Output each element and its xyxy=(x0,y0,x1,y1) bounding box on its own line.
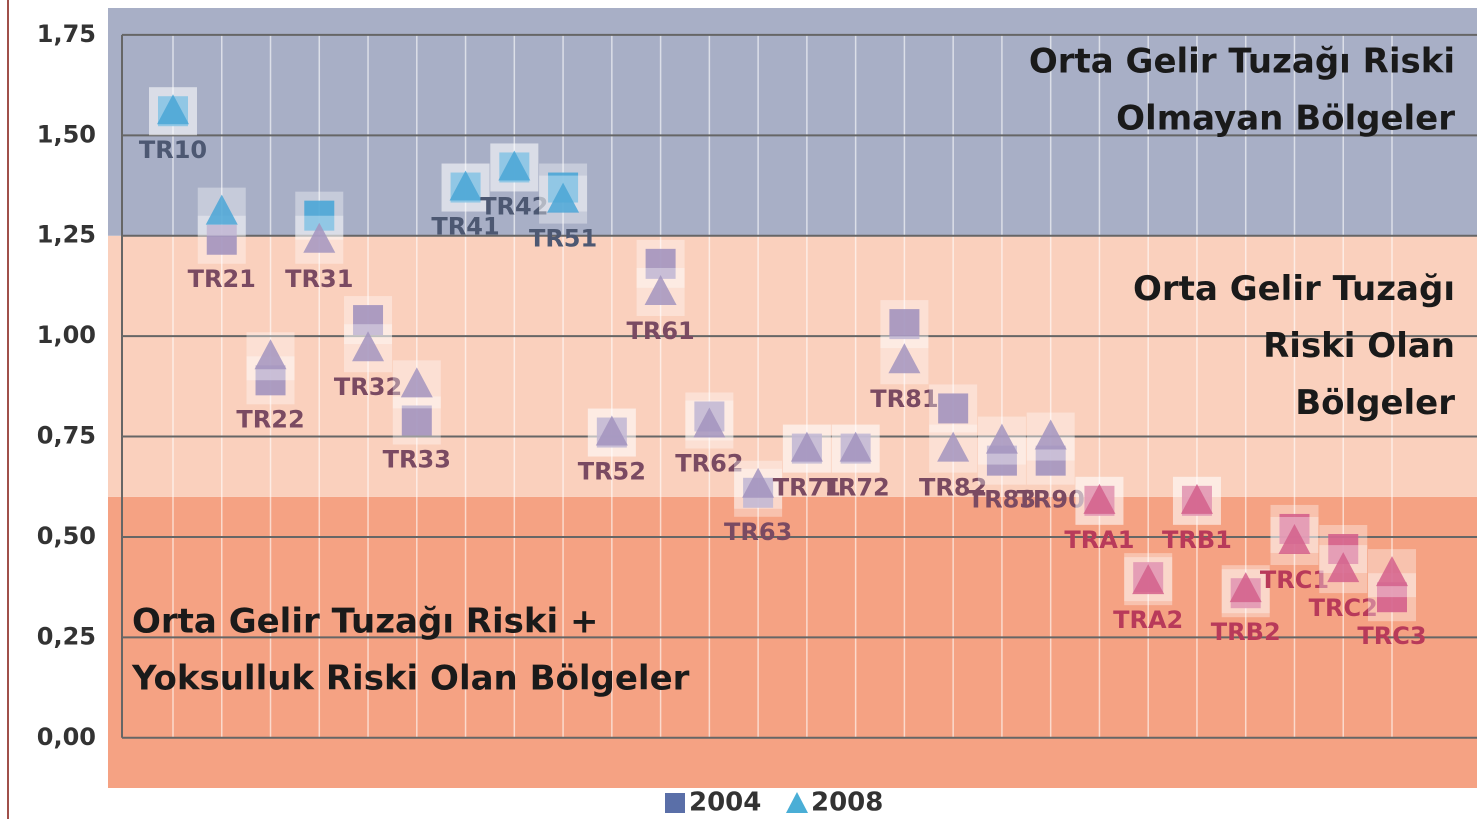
zone-band xyxy=(108,8,1477,236)
category-label: TR83 xyxy=(968,486,1036,514)
marker-2008 xyxy=(644,274,677,305)
category-label: TR22 xyxy=(236,405,304,433)
marker-2008 xyxy=(1278,523,1311,554)
y-tick-label: 0,50 xyxy=(37,522,96,550)
zone-label: Yoksulluk Riski Olan Bölgeler xyxy=(131,659,690,699)
marker-2004 xyxy=(255,365,286,396)
marker-2008 xyxy=(254,339,287,370)
marker-2008 xyxy=(888,343,921,374)
category-label: TRA1 xyxy=(1064,526,1134,554)
marker-2004 xyxy=(889,309,920,340)
marker-2008 xyxy=(1132,564,1165,595)
category-label: TR31 xyxy=(285,265,353,293)
category-label: TRB2 xyxy=(1211,618,1281,646)
marker-2004 xyxy=(401,405,432,436)
zone-label: Olmayan Bölgeler xyxy=(1116,99,1455,139)
marker-2008 xyxy=(400,367,433,398)
marker-2004 xyxy=(353,305,384,336)
marker-2008 xyxy=(498,150,531,181)
y-tick-label: 1,00 xyxy=(37,321,96,349)
y-tick-label: 1,75 xyxy=(37,20,96,48)
marker-2008 xyxy=(985,423,1018,454)
marker-2008 xyxy=(790,431,823,462)
category-label: TR71 xyxy=(773,474,841,502)
marker-2008 xyxy=(303,222,336,253)
zone-label: Riski Olan xyxy=(1263,326,1455,366)
marker-2008 xyxy=(1034,419,1067,450)
marker-2008 xyxy=(205,194,238,225)
category-label: TR63 xyxy=(724,518,792,546)
marker-2008 xyxy=(352,331,385,362)
category-label: TRA2 xyxy=(1113,606,1183,634)
marker-2008 xyxy=(1327,552,1360,583)
y-tick-label: 0,00 xyxy=(37,723,96,751)
y-tick-label: 0,25 xyxy=(37,622,96,650)
marker-2008 xyxy=(839,431,872,462)
legend-label: 2008 xyxy=(811,788,883,818)
category-label: TR51 xyxy=(529,225,597,253)
category-label: TR81 xyxy=(870,385,938,413)
category-label: TR90 xyxy=(1017,486,1085,514)
marker-2008 xyxy=(157,94,189,125)
category-label: TR52 xyxy=(578,458,646,486)
marker-2008 xyxy=(547,182,580,213)
marker-2004 xyxy=(1377,582,1407,613)
category-label: TR61 xyxy=(626,317,694,345)
category-label: TR72 xyxy=(822,474,890,502)
category-label: TR82 xyxy=(919,474,987,502)
marker-2008 xyxy=(1376,556,1408,587)
zone-label: Orta Gelir Tuzağı Riski + xyxy=(132,602,598,642)
category-label: TR42 xyxy=(480,192,548,220)
zone-band xyxy=(108,496,1477,788)
marker-2008 xyxy=(595,415,628,446)
marker-2008 xyxy=(1083,483,1116,514)
marker-2004 xyxy=(1035,445,1066,476)
zone-label: Orta Gelir Tuzağı Riski xyxy=(1029,42,1455,82)
marker-2004 xyxy=(645,248,676,279)
marker-2004 xyxy=(938,393,969,424)
category-label: TRC3 xyxy=(1357,622,1426,650)
category-label: TR41 xyxy=(431,213,499,241)
category-label: TR32 xyxy=(334,373,402,401)
marker-2008 xyxy=(693,407,726,438)
y-tick-label: 0,75 xyxy=(37,422,96,450)
marker-2008 xyxy=(1180,483,1213,514)
marker-2008 xyxy=(449,170,482,201)
y-tick-label: 1,25 xyxy=(37,221,96,249)
marker-2004 xyxy=(206,224,237,255)
category-label: TR33 xyxy=(383,445,451,473)
category-label: TRC1 xyxy=(1260,566,1329,594)
legend-swatch xyxy=(665,793,685,813)
marker-2008 xyxy=(937,431,970,462)
marker-2008 xyxy=(1229,572,1262,603)
zone-label: Bölgeler xyxy=(1295,383,1455,423)
category-label: TR21 xyxy=(188,265,256,293)
category-label: TRB1 xyxy=(1162,526,1232,554)
legend-swatch xyxy=(786,792,808,813)
zone-label: Orta Gelir Tuzağı xyxy=(1133,269,1455,309)
legend-label: 2004 xyxy=(689,788,761,818)
category-label: TRC2 xyxy=(1309,594,1378,622)
category-label: TR62 xyxy=(675,450,743,478)
marker-2008 xyxy=(742,467,775,498)
y-tick-label: 1,50 xyxy=(37,120,96,148)
category-label: TR10 xyxy=(139,136,207,164)
